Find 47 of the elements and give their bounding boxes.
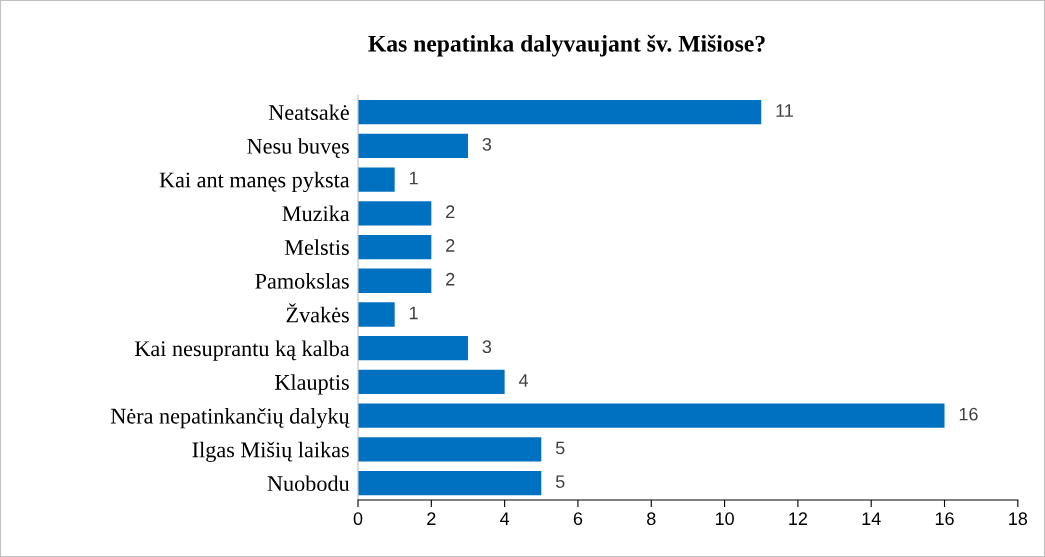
y-tick-label: Melstis — [284, 239, 349, 255]
x-tick-label: 18 — [1009, 512, 1028, 526]
y-tick-label: Kai ant manęs pyksta — [159, 171, 350, 193]
x-tick-label: 0 — [353, 512, 363, 526]
y-tick-label: Ilgas Mišių laikas — [192, 441, 349, 462]
bar — [358, 133, 468, 158]
data-label: 3 — [482, 340, 492, 354]
data-label: 5 — [555, 475, 565, 488]
data-label: 16 — [959, 407, 978, 421]
y-tick-label: Kai nesuprantu ką kalba — [134, 340, 350, 361]
bar — [358, 336, 468, 361]
bar — [358, 99, 762, 125]
bar — [358, 437, 542, 462]
y-tick-label: Neatsakė — [268, 104, 349, 121]
x-tick-label: 14 — [862, 512, 881, 525]
bar — [358, 471, 542, 496]
bar — [358, 369, 505, 395]
y-tick-label: Klauptis — [275, 374, 349, 395]
y-tick-label: Muzika — [282, 205, 350, 222]
data-label: 2 — [446, 205, 455, 218]
x-tick-label: 8 — [647, 512, 656, 526]
x-tick-label: 16 — [935, 512, 954, 526]
bar — [358, 167, 395, 192]
y-tick-label: Pamokslas — [255, 273, 349, 289]
data-label: 1 — [409, 306, 418, 320]
x-tick-label: 4 — [500, 512, 510, 525]
x-tick-label: 10 — [715, 512, 734, 526]
x-tick-label: 2 — [427, 512, 436, 525]
x-tick-label: 12 — [789, 512, 808, 525]
bar — [358, 234, 432, 260]
bar — [358, 302, 395, 327]
bar — [358, 403, 945, 428]
chart-title: Kas nepatinka dalyvaujant šv. Mišiose? — [368, 34, 765, 57]
data-label: 1 — [409, 171, 418, 185]
y-tick-label: Nėra nepatinkančių dalykų — [110, 407, 350, 429]
y-tick-label: Žvakės — [286, 303, 349, 323]
bar — [358, 268, 432, 293]
data-label: 2 — [446, 272, 455, 286]
data-label: 11 — [776, 104, 793, 117]
y-tick-label: Nesu buvęs — [247, 138, 349, 158]
data-label: 4 — [518, 374, 529, 387]
y-tick-label: Nuobodu — [267, 475, 350, 492]
bar — [358, 201, 432, 226]
data-label: 5 — [555, 441, 565, 455]
x-tick-label: 6 — [573, 512, 583, 526]
data-label: 3 — [482, 137, 492, 151]
data-label: 2 — [446, 239, 455, 252]
